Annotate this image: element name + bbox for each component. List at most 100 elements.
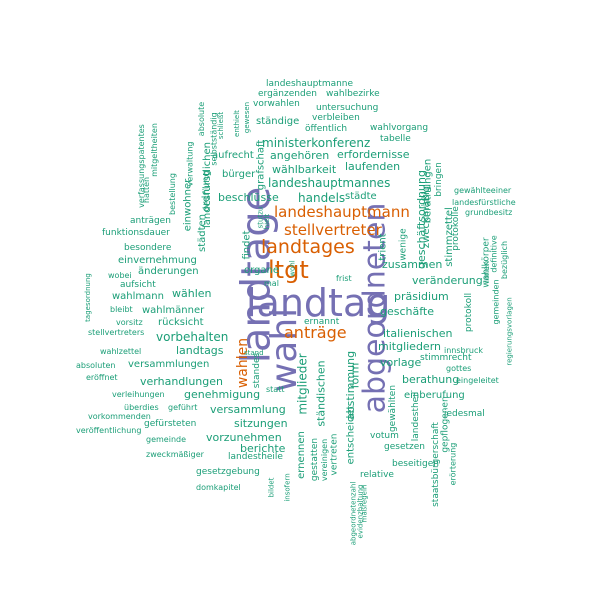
word: genehmigung — [184, 388, 261, 401]
word: einwohner — [182, 178, 194, 232]
word: trient — [377, 233, 389, 261]
word: stimmrecht — [420, 353, 472, 363]
word: ständischen — [314, 360, 328, 427]
word: landeshauptmanne — [266, 79, 354, 89]
word: einvernehmung — [118, 255, 197, 266]
word: vertreten — [329, 433, 340, 476]
word: wahlvorgang — [370, 123, 429, 133]
word: wahlmann — [112, 291, 164, 302]
word: vorzunehmen — [206, 431, 282, 444]
word: vorlage — [380, 356, 422, 369]
word: organe — [244, 265, 280, 276]
word: mitgliedern — [378, 340, 441, 353]
word: statt — [266, 385, 285, 394]
word: grundbesitz — [465, 208, 513, 217]
word: ordnung — [200, 170, 212, 212]
word: landestheil — [411, 391, 422, 442]
word: landeshauptmann — [274, 203, 410, 221]
word: landeshauptmannes — [268, 176, 391, 190]
word: wobei — [108, 271, 132, 280]
word: relative — [360, 470, 394, 480]
word: absoluten — [76, 361, 116, 370]
word: wahlzettel — [100, 347, 142, 356]
word: landesfürstliche — [452, 198, 516, 207]
word: schließt — [217, 111, 226, 140]
word: tagesordnung — [83, 273, 92, 322]
word: ltgt — [268, 256, 309, 284]
word: gefürsteten — [144, 419, 197, 429]
word: ständige — [256, 116, 300, 127]
word: besondere — [124, 243, 172, 253]
word: berathungen — [422, 158, 434, 224]
word: wohl — [288, 260, 297, 277]
word: verbleiben — [312, 113, 360, 123]
word: innsbruck — [444, 346, 483, 355]
word: eingeleitet — [456, 376, 499, 385]
word: italienischen — [383, 327, 453, 340]
word: gemeinde — [146, 435, 187, 444]
word: erörterung — [448, 442, 458, 486]
word: sitzungen — [234, 417, 288, 430]
word: wahlbezirke — [326, 89, 380, 99]
word: angehören — [270, 149, 330, 162]
word: hatten — [142, 176, 152, 204]
word: regierungsvorlagen — [505, 297, 514, 366]
word: veränderung — [412, 274, 483, 287]
word: stellvertreters — [88, 328, 145, 337]
word: ministerkonferenz — [262, 136, 371, 150]
word: ernannt — [304, 317, 340, 327]
word: tabelle — [380, 134, 411, 144]
word: mitglieder — [295, 353, 310, 415]
word: ergänzenden — [258, 89, 317, 99]
word: landtages — [261, 236, 355, 258]
word: grafschaft — [255, 139, 267, 191]
word: bestellung — [167, 173, 177, 215]
word: entscheidet — [345, 405, 357, 465]
word: präsidium — [394, 290, 449, 303]
word: überdies — [124, 403, 159, 412]
word: wenige — [398, 228, 409, 261]
word: gottes — [446, 364, 472, 373]
word: anträge — [284, 323, 347, 342]
word: untersuchung — [316, 103, 379, 113]
word: insofern — [283, 473, 292, 502]
word: landtag — [246, 281, 391, 325]
word: versammlungen — [128, 359, 210, 370]
word: ernennen — [295, 431, 307, 479]
word: veröffentlichung — [76, 426, 142, 435]
word: landestheile — [228, 452, 283, 462]
word: bleibt — [110, 305, 133, 314]
word: laufenden — [345, 160, 401, 173]
word: bildet — [267, 477, 276, 498]
word: stand — [244, 349, 264, 357]
word: form — [348, 362, 362, 389]
word: vorwahlen — [253, 99, 300, 109]
word: zweckmäßiger — [146, 450, 204, 459]
word: erfordernisse — [337, 148, 410, 161]
word: bürger — [222, 169, 256, 180]
word: enthielt — [232, 110, 241, 137]
word: städte — [345, 191, 377, 202]
word: vereinigen — [320, 438, 330, 482]
word: aufrecht — [212, 150, 254, 161]
word: verhandlungen — [140, 375, 223, 388]
word: gesetzen — [384, 442, 425, 452]
word: zusammen — [382, 258, 443, 271]
word: gestatten — [310, 437, 321, 482]
word: funktionsdauer — [102, 228, 170, 238]
word: aufsicht — [120, 280, 156, 290]
word: gewesen — [243, 101, 252, 134]
word: versammlung — [210, 403, 286, 416]
word: beseitigen — [392, 459, 439, 469]
word: jedesmal — [444, 409, 485, 419]
word: eröffnet — [86, 373, 118, 382]
word: öffentlich — [305, 124, 348, 134]
word: einberufung — [404, 390, 465, 401]
word: verleihungen — [112, 390, 165, 399]
word: bringen — [433, 162, 444, 197]
word: definitive — [489, 235, 499, 273]
word: landtags — [176, 344, 224, 357]
word: gewählten — [388, 384, 399, 433]
word: berichte — [240, 442, 286, 455]
